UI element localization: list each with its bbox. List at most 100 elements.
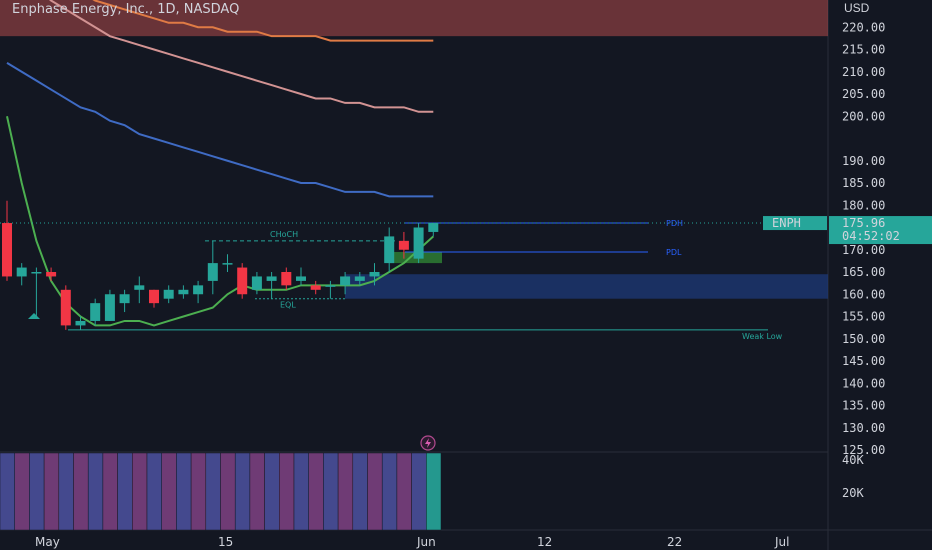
price-tick-label: 160.00 bbox=[842, 287, 885, 301]
volume-bar bbox=[14, 452, 30, 531]
candle[interactable] bbox=[237, 263, 248, 299]
candle[interactable] bbox=[251, 272, 262, 295]
chart-title: Enphase Energy, Inc., 1D, NASDAQ bbox=[12, 2, 240, 17]
volume-bar bbox=[352, 452, 368, 531]
currency-label: USD bbox=[844, 1, 870, 15]
candle[interactable] bbox=[193, 280, 204, 304]
level-label: EQL bbox=[280, 301, 296, 310]
ema-slow1-line bbox=[49, 0, 434, 113]
candle[interactable] bbox=[398, 231, 409, 259]
volume-bar bbox=[43, 452, 60, 531]
price-tick-label: 130.00 bbox=[842, 421, 885, 435]
level-lines: PDH PDL CHoCH EQL Weak Low bbox=[0, 219, 828, 341]
last-price-tag bbox=[829, 216, 932, 245]
price-tick-label: 190.00 bbox=[842, 154, 885, 168]
price-tick-label: 150.00 bbox=[842, 332, 885, 346]
level-label: Weak Low bbox=[742, 332, 783, 341]
time-axis[interactable]: May 15 Jun 12 22 Jul bbox=[35, 535, 789, 549]
volume-bar bbox=[293, 452, 309, 531]
volume-bar bbox=[411, 452, 427, 531]
candle[interactable] bbox=[413, 223, 424, 264]
candle[interactable] bbox=[428, 223, 439, 237]
symbol-tag bbox=[763, 216, 827, 231]
candle[interactable] bbox=[119, 289, 130, 313]
volume-tick-label: 40K bbox=[842, 453, 864, 467]
time-tick-label: 22 bbox=[667, 535, 682, 549]
volume-bars bbox=[0, 452, 442, 531]
volume-bar bbox=[146, 452, 162, 531]
ema-lines bbox=[6, 0, 434, 327]
candles[interactable] bbox=[2, 200, 439, 330]
candle[interactable] bbox=[266, 272, 277, 299]
countdown-label: 04:52:02 bbox=[842, 229, 900, 243]
volume-bar bbox=[161, 452, 177, 531]
price-tick-label: 155.00 bbox=[842, 310, 885, 324]
candle[interactable] bbox=[325, 280, 336, 299]
candle[interactable] bbox=[16, 263, 27, 286]
candle[interactable] bbox=[31, 267, 42, 317]
level-label: CHoCH bbox=[270, 230, 298, 239]
time-tick-label: Jul bbox=[774, 535, 789, 549]
volume-bar bbox=[87, 452, 104, 531]
volume-bar bbox=[102, 452, 118, 531]
volume-bar bbox=[308, 452, 324, 531]
volume-bar bbox=[176, 452, 192, 531]
price-tick-label: 215.00 bbox=[842, 43, 885, 57]
candle[interactable] bbox=[46, 267, 57, 281]
ema-slow2-line bbox=[92, 0, 434, 42]
volume-bar bbox=[58, 452, 74, 531]
price-tick-label: 170.00 bbox=[842, 243, 885, 257]
candle[interactable] bbox=[296, 267, 306, 286]
volume-bar bbox=[205, 452, 221, 531]
volume-bar bbox=[426, 452, 442, 531]
price-tick-label: 205.00 bbox=[842, 87, 885, 101]
candle[interactable] bbox=[207, 240, 218, 295]
candle[interactable] bbox=[281, 267, 292, 290]
volume-bar bbox=[396, 452, 412, 531]
price-tick-label: 125.00 bbox=[842, 443, 885, 457]
volume-bar bbox=[264, 452, 280, 531]
candle[interactable] bbox=[340, 272, 351, 295]
candle[interactable] bbox=[310, 280, 321, 295]
volume-bar bbox=[323, 452, 339, 531]
volume-bar bbox=[367, 452, 383, 531]
candle[interactable] bbox=[178, 285, 189, 299]
candle[interactable] bbox=[90, 298, 101, 326]
price-tick-label: 185.00 bbox=[842, 176, 885, 190]
time-tick-label: 12 bbox=[537, 535, 552, 549]
volume-bar bbox=[234, 452, 251, 531]
flash-icon[interactable] bbox=[420, 435, 436, 451]
symbol-label: ENPH bbox=[772, 216, 801, 230]
candle[interactable] bbox=[104, 289, 115, 321]
volume-bar bbox=[337, 452, 354, 531]
volume-bar bbox=[0, 452, 15, 531]
candle[interactable] bbox=[222, 254, 233, 272]
candle[interactable] bbox=[60, 285, 71, 330]
candle[interactable] bbox=[75, 316, 86, 330]
price-tick-label: 210.00 bbox=[842, 65, 885, 79]
candle[interactable] bbox=[354, 272, 365, 286]
candle[interactable] bbox=[2, 200, 12, 281]
supply-zone bbox=[0, 0, 828, 37]
price-tick-label: 180.00 bbox=[842, 198, 885, 212]
candle[interactable] bbox=[369, 263, 380, 286]
volume-bar bbox=[220, 452, 236, 531]
candle[interactable] bbox=[134, 276, 145, 304]
candle[interactable] bbox=[384, 227, 395, 273]
price-tick-label: 140.00 bbox=[842, 376, 885, 390]
zones bbox=[0, 0, 828, 299]
volume-bar bbox=[381, 452, 398, 531]
candle[interactable] bbox=[163, 285, 174, 304]
price-tick-label: 135.00 bbox=[842, 399, 885, 413]
price-tick-label: 220.00 bbox=[842, 20, 885, 34]
volume-bar bbox=[117, 452, 133, 531]
level-label: PDH bbox=[666, 219, 683, 228]
demand-zone bbox=[345, 274, 828, 299]
volume-bar bbox=[29, 452, 45, 531]
price-tick-label: 200.00 bbox=[842, 109, 885, 123]
signal-arrow-up-icon bbox=[28, 313, 40, 319]
last-price-label: 175.96 bbox=[842, 216, 885, 230]
candle[interactable] bbox=[149, 289, 159, 308]
